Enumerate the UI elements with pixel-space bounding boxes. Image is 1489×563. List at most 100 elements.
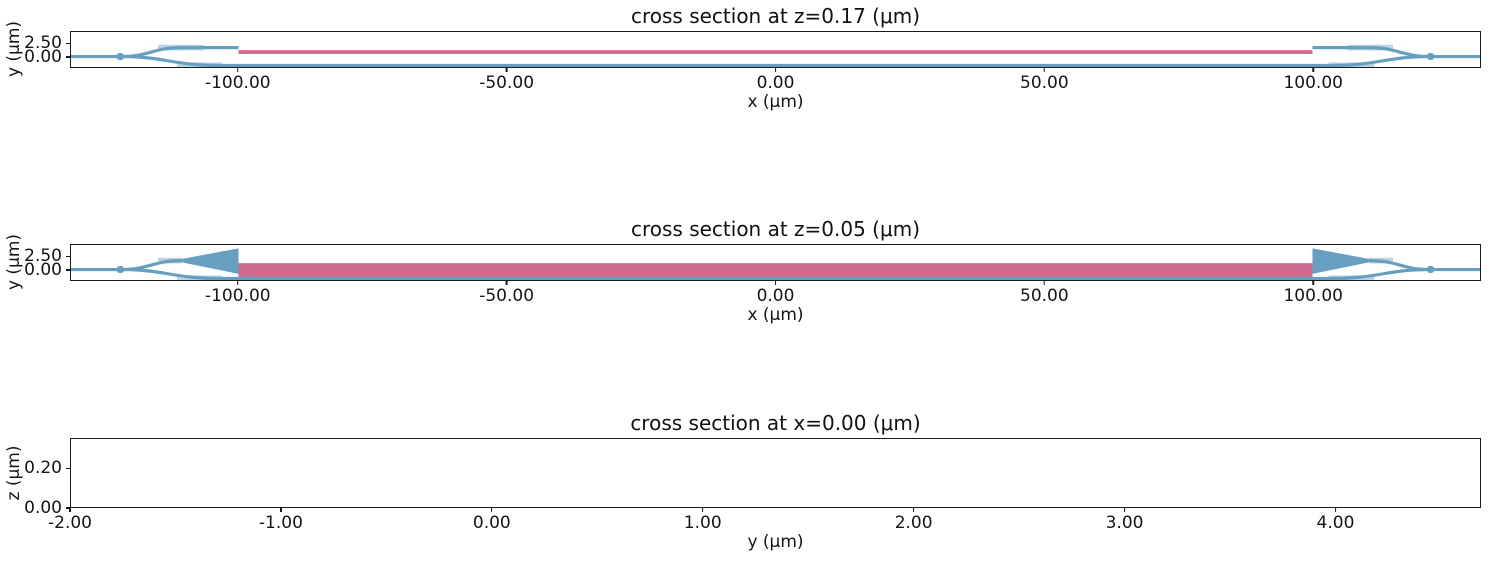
x-tick: 2.00 <box>895 508 933 532</box>
y-tick: 0.00 <box>24 48 70 66</box>
x-tick: -50.00 <box>479 281 534 305</box>
x-tick: 1.00 <box>684 508 722 532</box>
tick-mark <box>1123 508 1126 512</box>
tick-label: 0.20 <box>24 458 62 479</box>
tick-label: -100.00 <box>204 73 271 93</box>
bend-highlight-overlay <box>157 257 1394 280</box>
tick-mark <box>702 508 704 512</box>
plot-title: cross section at z=0.17 (μm) <box>630 4 920 28</box>
x-tick: -100.00 <box>205 281 271 305</box>
pink-lower-strip <box>238 50 1313 54</box>
tick-mark <box>66 269 70 271</box>
cross-section-plot-z-0-05: cross section at z=0.05 (μm) y (μm) 2.50… <box>0 213 1489 326</box>
x-axis-label: x (μm) <box>747 305 804 325</box>
tick-mark <box>69 508 71 512</box>
blue-waveguide-route <box>71 46 1480 67</box>
x-tick: -100.00 <box>205 68 271 92</box>
combiner-junction-dot <box>1426 52 1435 61</box>
tick-mark <box>66 42 70 45</box>
tick-label: 0.00 <box>24 259 62 280</box>
plot-svg <box>71 439 1480 507</box>
tick-label: -50.00 <box>479 73 535 93</box>
y-axis-ticks: 2.50 0.00 <box>0 31 70 68</box>
tick-mark <box>774 68 777 72</box>
x-axis-ticks: -100.00 -50.00 0.00 50.00 100.00 <box>70 281 1481 307</box>
x-tick: 4.00 <box>1316 508 1355 533</box>
x-tick: -50.00 <box>479 68 534 92</box>
tick-label: 0.00 <box>24 46 62 67</box>
tick-mark <box>66 507 70 509</box>
tick-label: 0.00 <box>756 286 795 306</box>
cross-section-plot-x-0-00: cross section at x=0.00 (μm) z (μm) 0.20… <box>0 407 1489 563</box>
plot-area <box>70 438 1481 508</box>
tick-mark <box>912 508 915 512</box>
plot-area <box>70 244 1481 281</box>
tick-mark <box>505 68 508 72</box>
plot-svg <box>71 44 1480 67</box>
tick-mark <box>280 508 282 512</box>
tick-mark <box>66 56 70 58</box>
plot-area <box>70 31 1481 68</box>
tick-label: 50.00 <box>1020 73 1069 93</box>
y-tick: 2.50 <box>24 34 70 52</box>
x-axis-label: x (μm) <box>747 92 804 112</box>
y-axis-ticks-horizontal: -2.00 -1.00 0.00 1.00 2.00 3.00 4.00 <box>48 508 1481 534</box>
tick-mark <box>491 508 493 512</box>
tick-mark <box>505 281 508 285</box>
tick-mark <box>66 255 70 258</box>
y-tick: 0.20 <box>24 459 70 477</box>
z-axis-ticks: 0.20 0.00 <box>0 438 70 517</box>
tick-mark <box>66 467 70 469</box>
tick-mark <box>1043 281 1046 285</box>
splitter-junction-dot <box>116 52 125 61</box>
blue-taper-right <box>1312 248 1369 274</box>
tick-label: 100.00 <box>1283 73 1343 93</box>
tick-label: 0.00 <box>24 498 62 518</box>
tick-label: 0.00 <box>472 513 511 533</box>
tick-label: 1.00 <box>683 513 722 533</box>
x-tick: 0.00 <box>473 508 511 532</box>
blue-waveguide-route <box>71 259 1480 280</box>
y-tick: 0.00 <box>24 499 70 517</box>
y-tick: 0.00 <box>24 261 70 279</box>
x-tick: 50.00 <box>1020 68 1069 92</box>
x-tick: 50.00 <box>1020 281 1069 305</box>
y-axis-label-horizontal: y (μm) <box>747 532 804 552</box>
tick-label: 2.50 <box>24 33 62 54</box>
cross-section-plot-z-0-17: cross section at z=0.17 (μm) y (μm) 2.50… <box>0 0 1489 113</box>
tick-mark <box>237 68 239 72</box>
tick-label: 2.50 <box>24 246 62 267</box>
tick-label: 0.00 <box>756 73 795 93</box>
x-tick: -2.00 <box>48 508 92 532</box>
x-tick: 0.00 <box>756 281 795 306</box>
tick-label: 50.00 <box>1020 286 1069 306</box>
tick-label: -1.00 <box>258 513 303 533</box>
plot-title: cross section at x=0.00 (μm) <box>630 411 921 435</box>
tick-mark <box>1334 508 1337 512</box>
x-axis-ticks: -100.00 -50.00 0.00 50.00 100.00 <box>70 68 1481 94</box>
tick-label: -2.00 <box>48 513 92 533</box>
x-tick: 100.00 <box>1283 68 1343 93</box>
plot-title: cross section at z=0.05 (μm) <box>630 217 920 241</box>
tick-mark <box>1043 68 1046 72</box>
bend-highlight-overlay <box>157 44 1394 67</box>
tick-mark <box>774 281 777 285</box>
tick-mark <box>1312 281 1314 285</box>
x-tick: 3.00 <box>1105 508 1144 533</box>
y-tick: 2.50 <box>24 247 70 265</box>
x-tick: -1.00 <box>259 508 303 532</box>
x-tick: 0.00 <box>756 68 795 93</box>
tick-mark <box>1312 68 1314 72</box>
pink-slab-block <box>238 263 1313 280</box>
tick-label: 2.00 <box>894 513 933 533</box>
tick-label: 4.00 <box>1316 513 1355 533</box>
tick-label: 3.00 <box>1105 513 1144 533</box>
tick-label: -100.00 <box>204 286 271 306</box>
tick-label: -50.00 <box>479 286 535 306</box>
combiner-junction-dot <box>1426 265 1435 274</box>
blue-taper-left <box>182 248 239 274</box>
y-axis-ticks: 2.50 0.00 <box>0 244 70 281</box>
tick-label: 100.00 <box>1283 286 1343 306</box>
tick-mark <box>237 281 239 285</box>
